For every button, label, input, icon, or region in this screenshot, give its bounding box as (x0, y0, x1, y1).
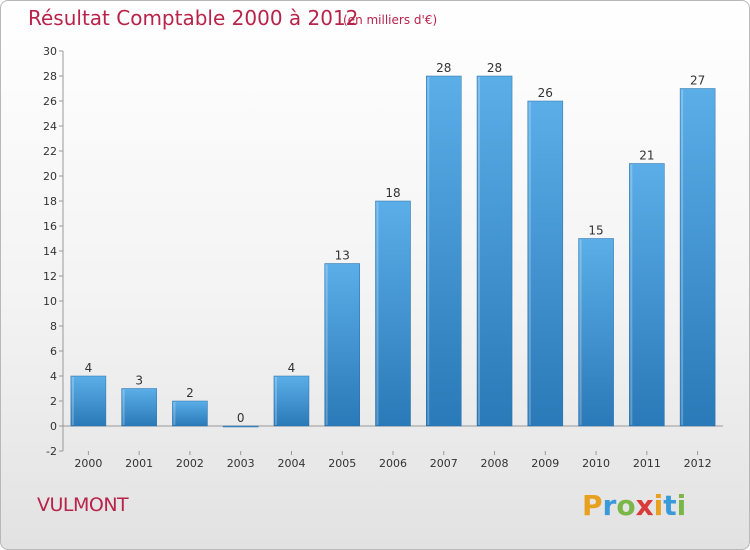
bar-2003[interactable] (222, 425, 259, 428)
x-tick-label-2006: 2006 (379, 457, 407, 470)
bar-highlight (376, 202, 379, 425)
y-tick-label: 24 (43, 120, 57, 133)
x-tick-label-2011: 2011 (633, 457, 661, 470)
bar-2000[interactable] (70, 375, 107, 427)
y-tick-label: 6 (50, 345, 57, 358)
data-label-2009: 26 (538, 86, 553, 100)
logo-letter: r (602, 489, 617, 522)
x-tick-label-2005: 2005 (328, 457, 356, 470)
bar-highlight (173, 402, 176, 425)
bar-highlight (274, 377, 277, 425)
y-tick-label: -2 (46, 445, 57, 458)
data-labels: 4 3 2 0 4 13 18 28 28 26 15 21 27 (85, 61, 706, 425)
y-tick-label: 10 (43, 295, 57, 308)
y-tick-label: 14 (43, 245, 57, 258)
logo-letter: o (616, 489, 636, 522)
bar-2004[interactable] (273, 375, 310, 427)
bar-2008[interactable] (476, 75, 513, 427)
bar-2009[interactable] (527, 100, 564, 427)
data-label-2001: 3 (135, 374, 143, 388)
bar-2012[interactable] (679, 88, 716, 427)
y-tick-label: 0 (50, 420, 57, 433)
bar-2005[interactable] (324, 263, 360, 427)
bar-highlight (579, 239, 582, 425)
data-label-2008: 28 (487, 61, 502, 75)
y-tick-label: 4 (50, 370, 57, 383)
bar-highlight (71, 377, 74, 425)
chart-title: Résultat Comptable 2000 à 2012 (28, 6, 359, 30)
commune-name: VULMONT (37, 494, 129, 516)
y-tick-label: 22 (43, 145, 57, 158)
logo-letter: i (676, 489, 687, 522)
bar-highlight (478, 77, 481, 425)
data-label-2000: 4 (85, 361, 93, 375)
y-tick-label: 26 (43, 95, 57, 108)
data-label-2012: 27 (690, 74, 705, 88)
data-label-2006: 18 (385, 186, 400, 200)
x-tick-label-2009: 2009 (531, 457, 559, 470)
proxiti-logo[interactable]: Proxiti (582, 489, 686, 522)
logo-letter: t (663, 489, 677, 522)
x-axis: 2000 2001 2002 2003 2004 2005 2006 2007 2008 2009… (63, 425, 723, 470)
x-tick-label-2000: 2000 (74, 457, 102, 470)
x-tick-label-2001: 2001 (125, 457, 153, 470)
data-label-2003: 0 (237, 411, 245, 425)
y-tick-label: 28 (43, 70, 57, 83)
data-label-2007: 28 (436, 61, 451, 75)
bar-highlight (122, 389, 125, 425)
y-tick-label: 30 (43, 45, 57, 58)
x-tick-label-2007: 2007 (430, 457, 458, 470)
x-tick-label-2003: 2003 (227, 457, 255, 470)
x-tick-label-2008: 2008 (481, 457, 509, 470)
bar-highlight (427, 77, 430, 425)
data-label-2005: 13 (335, 249, 350, 263)
x-tick-label-2012: 2012 (684, 457, 712, 470)
bar-2007[interactable] (426, 75, 462, 427)
data-label-2004: 4 (288, 361, 296, 375)
logo-letter: i (653, 489, 664, 522)
bar-2010[interactable] (578, 238, 614, 427)
y-tick-label: 2 (50, 395, 57, 408)
data-label-2002: 2 (186, 386, 194, 400)
y-tick-label: 20 (43, 170, 57, 183)
logo-letter: P (582, 489, 603, 522)
chart-subtitle: (en milliers d'€) (343, 13, 438, 27)
y-tick-label: 12 (43, 270, 57, 283)
data-label-2011: 21 (639, 149, 654, 163)
bar-2006[interactable] (375, 200, 411, 427)
bar-highlight (630, 164, 633, 425)
x-tick-label-2002: 2002 (176, 457, 204, 470)
bar-2011[interactable] (629, 163, 665, 427)
bar-highlight (681, 89, 684, 425)
bar-highlight (528, 102, 531, 425)
bar-2001[interactable] (121, 388, 157, 427)
bars (70, 75, 716, 428)
logo-letter: x (635, 489, 654, 522)
y-tick-label: 16 (43, 220, 57, 233)
data-label-2010: 15 (588, 224, 603, 238)
bar-highlight (325, 264, 328, 425)
y-tick-label: 18 (43, 195, 57, 208)
y-tick-label: 8 (50, 320, 57, 333)
bar-2002[interactable] (172, 400, 208, 427)
x-tick-label-2004: 2004 (277, 457, 305, 470)
x-tick-label-2010: 2010 (582, 457, 610, 470)
